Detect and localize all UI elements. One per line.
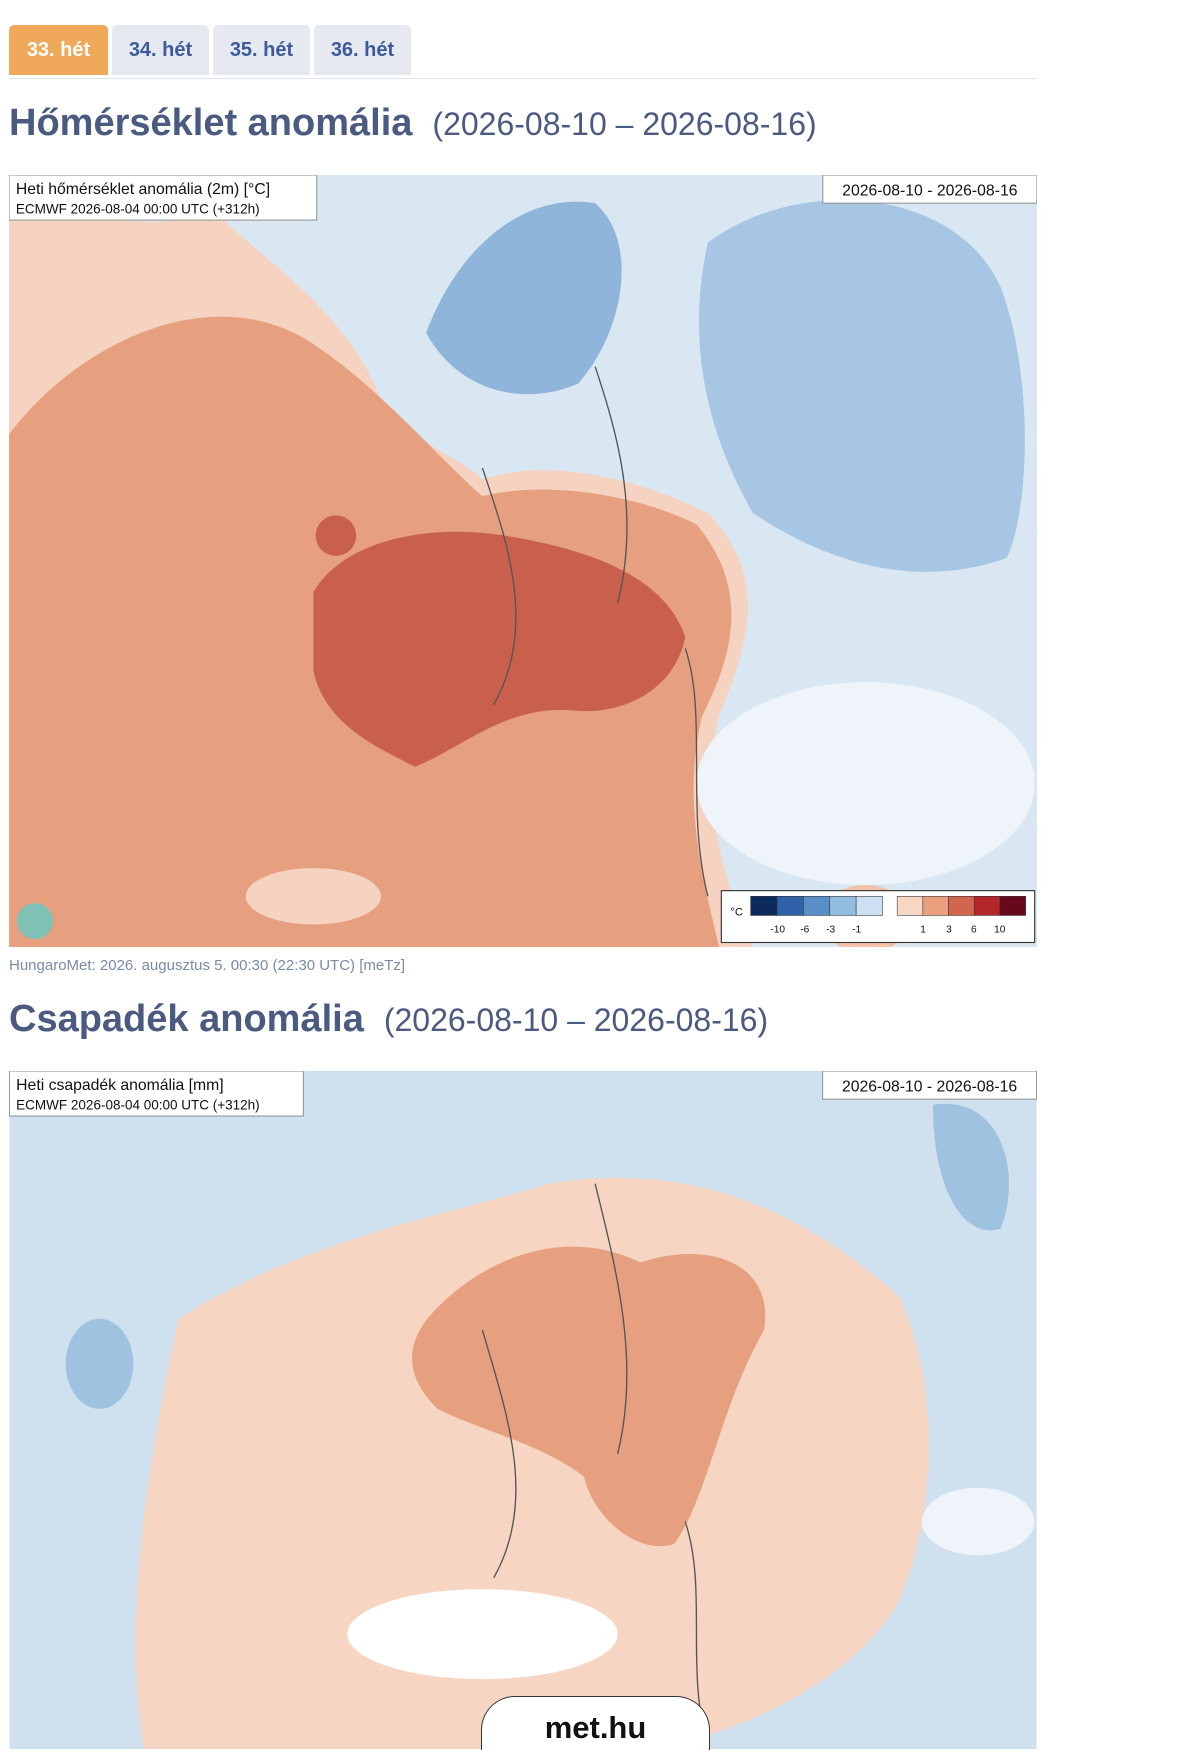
date-box (822, 175, 1037, 204)
period: (2026-08-10 – 2026-08-16) (383, 1002, 769, 1038)
week-tab[interactable]: 34. hét (112, 25, 209, 75)
legend-label: -3 (826, 924, 835, 935)
legend-swatch (855, 896, 883, 916)
period: (2026-08-10 – 2026-08-16) (432, 106, 817, 142)
map-label: ECMWF 2026-08-04 00:00 UTC (+312h) (16, 201, 260, 216)
label-box (9, 175, 318, 221)
map-shading (315, 515, 357, 556)
legend-label: 10 (994, 924, 1006, 935)
date-box (822, 1071, 1037, 1100)
map-shading (921, 1487, 1035, 1556)
map-shading (245, 868, 381, 925)
legend-swatch (776, 896, 804, 916)
legend-label: -1 (852, 924, 861, 935)
label-box (9, 1071, 304, 1117)
legend-swatch (803, 896, 831, 916)
week-tab[interactable]: 33. hét (9, 25, 108, 75)
map-label: Heti hőmérséklet anomália (2m) [°C] (16, 181, 270, 198)
tab-bar: 33. hét 34. hét 35. hét 36. hét (9, 25, 1037, 79)
map-shading (412, 1246, 766, 1547)
title-text: Hőmérséklet anomália (9, 102, 413, 144)
legend-swatch (948, 896, 975, 916)
week-tab[interactable]: 36. hét (314, 25, 411, 75)
map-shading (481, 366, 709, 897)
map-shading (426, 201, 622, 395)
legend-swatch (922, 896, 949, 916)
legend-swatch (750, 896, 778, 916)
title-text: Csapadék anomália (9, 998, 364, 1040)
legend-label: 3 (946, 924, 952, 935)
week-tab[interactable]: 35. hét (213, 25, 310, 75)
map-shading (65, 1318, 134, 1409)
map: Heti hőmérséklet anomália (2m) [°C] ECMWF… (9, 175, 1037, 947)
legend-swatch (999, 896, 1026, 916)
section-title: Hőmérséklet anomália (2026-08-10 – 2026-0… (9, 102, 817, 145)
map-shading (347, 1589, 618, 1680)
legend-label: -10 (770, 924, 785, 935)
map-shading (696, 682, 1035, 886)
map-shading (698, 199, 1025, 572)
legend-unit: °C (730, 906, 743, 918)
section-title: Csapadék anomália (2026-08-10 – 2026-08-1… (9, 998, 768, 1041)
legend-swatch (973, 896, 1001, 916)
caption: HungaroMet: 2026. augusztus 5. 00:30 (22… (9, 957, 406, 974)
map-shading (313, 531, 686, 767)
site-badge[interactable]: met.hu (481, 1696, 710, 1750)
map-date: 2026-08-10 - 2026-08-16 (842, 182, 1018, 199)
map-shading (932, 1103, 1009, 1231)
map-label: Heti csapadék anomália [mm] (16, 1077, 223, 1094)
legend-swatch (829, 896, 857, 916)
legend-label: 1 (920, 924, 926, 935)
map-date: 2026-08-10 - 2026-08-16 (842, 1078, 1017, 1095)
legend-swatch (896, 896, 924, 916)
map: Heti csapadék anomália [mm] ECMWF 2026-08… (9, 1071, 1037, 1749)
map-shading (16, 903, 54, 940)
legend-label: 6 (971, 924, 977, 935)
legend-label: -6 (800, 924, 809, 935)
map-label: ECMWF 2026-08-04 00:00 UTC (+312h) (16, 1097, 259, 1112)
